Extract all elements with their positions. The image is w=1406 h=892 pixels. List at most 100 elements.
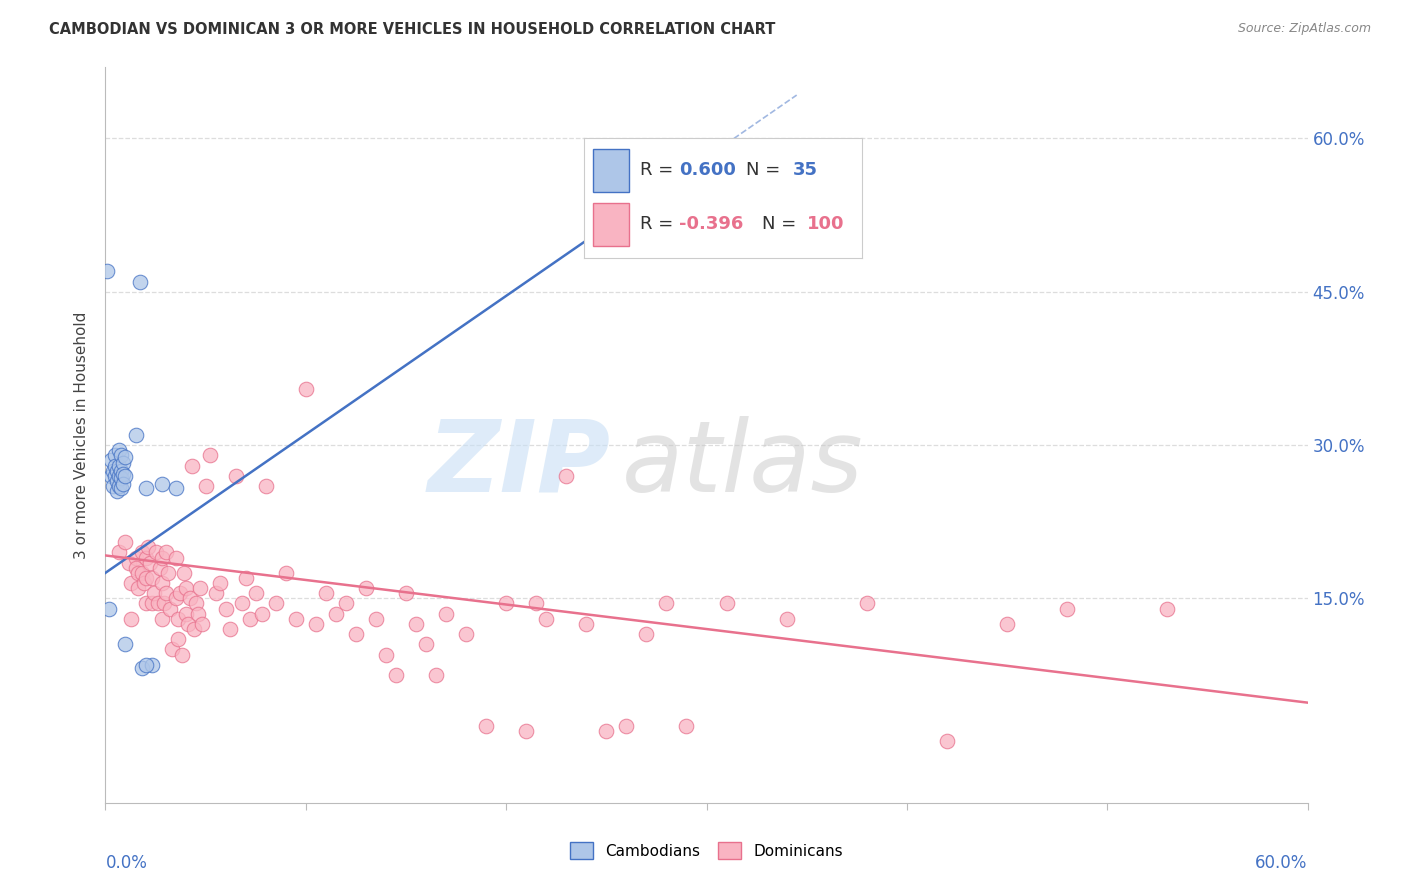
Point [231,597,253,611]
Point [204,586,226,600]
Point [174,581,197,595]
Point [375,648,398,662]
Point [131,661,153,675]
Point [190,616,212,631]
Point [112,477,135,491]
Point [150,612,173,626]
Point [274,566,297,580]
Point [166,612,188,626]
Point [100,453,122,467]
Point [776,612,799,626]
Point [325,607,347,621]
Point [100,468,122,483]
Point [104,468,127,483]
Point [434,607,457,621]
Point [188,581,211,595]
Point [121,612,143,626]
Point [131,545,153,559]
Point [96,264,118,278]
Point [425,668,447,682]
Point [936,734,959,748]
Point [141,657,163,672]
Point [131,566,153,580]
Point [995,616,1018,631]
Text: ZIP: ZIP [427,416,610,513]
Point [555,468,578,483]
Point [176,616,198,631]
Point [108,443,131,458]
Point [575,616,598,631]
FancyBboxPatch shape [593,202,628,246]
Point [855,597,877,611]
Point [225,468,247,483]
Point [108,458,131,473]
Point [150,550,173,565]
Point [110,481,132,495]
Point [141,571,163,585]
Text: 0.0%: 0.0% [105,855,148,872]
Text: Source: ZipAtlas.com: Source: ZipAtlas.com [1237,22,1371,36]
Point [124,550,146,565]
Point [112,457,135,471]
Point [284,612,307,626]
Point [354,581,377,595]
Point [194,479,217,493]
Y-axis label: 3 or more Vehicles in Household: 3 or more Vehicles in Household [75,311,90,558]
Point [315,586,337,600]
Point [198,448,221,462]
Point [152,597,174,611]
Point [166,632,188,647]
Point [145,545,167,559]
Point [135,657,157,672]
Text: -0.396: -0.396 [679,216,744,234]
Point [264,597,287,611]
Point [385,668,408,682]
Text: 60.0%: 60.0% [1256,855,1308,872]
Point [103,464,125,478]
Text: N =: N = [745,161,786,179]
Point [254,479,277,493]
Text: atlas: atlas [623,416,865,513]
Point [245,586,267,600]
Point [135,550,157,565]
Point [146,597,169,611]
Point [616,719,638,733]
Point [165,550,187,565]
Point [655,597,678,611]
Point [114,450,136,465]
Point [235,571,257,585]
Point [124,428,146,442]
Point [675,719,697,733]
Point [405,616,427,631]
Point [107,484,129,499]
Point [110,471,132,485]
Point [169,586,191,600]
Point [335,597,357,611]
Point [110,448,132,462]
Point [108,545,131,559]
Text: CAMBODIAN VS DOMINICAN 3 OR MORE VEHICLES IN HOUSEHOLD CORRELATION CHART: CAMBODIAN VS DOMINICAN 3 OR MORE VEHICLE… [49,22,776,37]
Point [114,637,136,651]
Point [395,586,418,600]
Point [127,566,149,580]
Point [344,627,367,641]
Point [124,560,146,574]
Point [138,556,160,570]
Point [696,152,718,166]
Point [127,581,149,595]
Point [218,622,240,636]
Point [160,642,183,657]
Point [128,275,150,289]
Point [159,601,181,615]
Point [180,458,202,473]
Point [305,616,328,631]
Text: 100: 100 [807,216,844,234]
Point [595,724,617,739]
Point [456,627,478,641]
Point [135,597,157,611]
Text: N =: N = [762,216,803,234]
Point [239,612,262,626]
Point [108,468,131,483]
Point [165,481,187,495]
Point [148,560,170,574]
